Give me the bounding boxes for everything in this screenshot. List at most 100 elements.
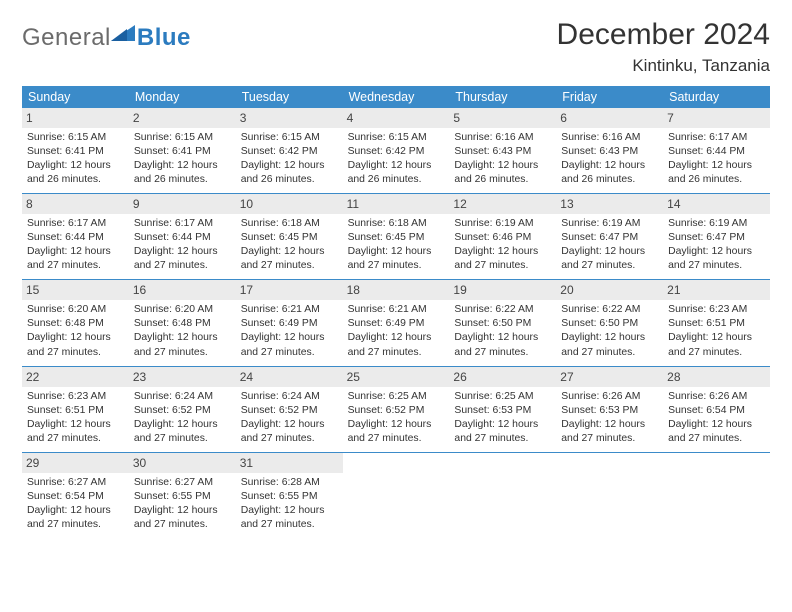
- sunrise-text: Sunrise: 6:23 AM: [668, 303, 765, 317]
- daylight-text: Daylight: 12 hours and 27 minutes.: [348, 245, 445, 273]
- sunset-text: Sunset: 6:49 PM: [348, 317, 445, 331]
- day-cell: 11 Sunrise: 6:18 AMSunset: 6:45 PMDayligh…: [343, 194, 450, 279]
- header: General Blue December 2024 Kintinku, Tan…: [22, 18, 770, 76]
- sunrise-text: Sunrise: 6:15 AM: [134, 131, 231, 145]
- daylight-text: Daylight: 12 hours and 27 minutes.: [241, 418, 338, 446]
- sunrise-text: Sunrise: 6:26 AM: [668, 390, 765, 404]
- sunrise-text: Sunrise: 6:19 AM: [454, 217, 551, 231]
- day-cell: 3Sunrise: 6:15 AMSunset: 6:42 PMDaylight…: [236, 108, 343, 193]
- day-cell: 6Sunrise: 6:16 AMSunset: 6:43 PMDaylight…: [556, 108, 663, 193]
- day-cell: 2Sunrise: 6:15 AMSunset: 6:41 PMDaylight…: [129, 108, 236, 193]
- sunset-text: Sunset: 6:44 PM: [134, 231, 231, 245]
- sunset-text: Sunset: 6:54 PM: [668, 404, 765, 418]
- day-number: 21: [663, 280, 770, 300]
- location: Kintinku, Tanzania: [557, 56, 770, 76]
- sunset-text: Sunset: 6:53 PM: [454, 404, 551, 418]
- day-info: Sunrise: 6:17 AMSunset: 6:44 PMDaylight:…: [668, 131, 765, 187]
- week-row: 15Sunrise: 6:20 AMSunset: 6:48 PMDayligh…: [22, 280, 770, 366]
- sunrise-text: Sunrise: 6:24 AM: [241, 390, 338, 404]
- day-cell: 8Sunrise: 6:17 AMSunset: 6:44 PMDaylight…: [22, 194, 129, 279]
- day-cell: 18Sunrise: 6:21 AMSunset: 6:49 PMDayligh…: [343, 280, 450, 365]
- day-number: 26: [449, 367, 556, 387]
- sunrise-text: Sunrise: 6:21 AM: [348, 303, 445, 317]
- week-row: 1Sunrise: 6:15 AMSunset: 6:41 PMDaylight…: [22, 108, 770, 194]
- day-number: 13: [556, 194, 663, 214]
- day-cell: 29Sunrise: 6:27 AMSunset: 6:54 PMDayligh…: [22, 453, 129, 538]
- day-cell: [449, 453, 556, 538]
- sunset-text: Sunset: 6:55 PM: [241, 490, 338, 504]
- day-cell: 15Sunrise: 6:20 AMSunset: 6:48 PMDayligh…: [22, 280, 129, 365]
- sunset-text: Sunset: 6:54 PM: [27, 490, 124, 504]
- sunset-text: Sunset: 6:48 PM: [27, 317, 124, 331]
- sunset-text: Sunset: 6:44 PM: [668, 145, 765, 159]
- daylight-text: Daylight: 12 hours and 27 minutes.: [241, 504, 338, 532]
- daylight-text: Daylight: 12 hours and 27 minutes.: [27, 245, 124, 273]
- day-info: Sunrise: 6:17 AMSunset: 6:44 PMDaylight:…: [27, 217, 124, 273]
- sunset-text: Sunset: 6:52 PM: [134, 404, 231, 418]
- day-cell: 24 Sunrise: 6:24 AMSunset: 6:52 PMDayligh…: [236, 367, 343, 452]
- day-info: Sunrise: 6:19 AMSunset: 6:46 PMDaylight:…: [454, 217, 551, 273]
- logo-text-1: General: [22, 24, 111, 52]
- sunset-text: Sunset: 6:52 PM: [241, 404, 338, 418]
- daylight-text: Daylight: 12 hours and 27 minutes.: [134, 245, 231, 273]
- day-number: 17: [236, 280, 343, 300]
- day-cell: 26Sunrise: 6:25 AMSunset: 6:53 PMDayligh…: [449, 367, 556, 452]
- day-info: Sunrise: 6:19 AMSunset: 6:47 PMDaylight:…: [561, 217, 658, 273]
- sunrise-text: Sunrise: 6:15 AM: [27, 131, 124, 145]
- day-cell: 17Sunrise: 6:21 AMSunset: 6:49 PMDayligh…: [236, 280, 343, 365]
- daylight-text: Daylight: 12 hours and 27 minutes.: [668, 245, 765, 273]
- day-number: 23: [129, 367, 236, 387]
- day-number: 31: [236, 453, 343, 473]
- day-header-row: SundayMondayTuesdayWednesdayThursdayFrid…: [22, 86, 770, 108]
- day-header-cell: Sunday: [22, 86, 129, 108]
- day-info: Sunrise: 6:27 AMSunset: 6:54 PMDaylight:…: [27, 476, 124, 532]
- day-info: Sunrise: 6:28 AMSunset: 6:55 PMDaylight:…: [241, 476, 338, 532]
- daylight-text: Daylight: 12 hours and 27 minutes.: [561, 245, 658, 273]
- day-info: Sunrise: 6:25 AMSunset: 6:52 PMDaylight:…: [348, 390, 445, 446]
- day-info: Sunrise: 6:26 AMSunset: 6:54 PMDaylight:…: [668, 390, 765, 446]
- day-number: 11: [343, 194, 450, 214]
- day-number: 7: [663, 108, 770, 128]
- daylight-text: Daylight: 12 hours and 27 minutes.: [348, 331, 445, 359]
- day-info: Sunrise: 6:22 AMSunset: 6:50 PMDaylight:…: [454, 303, 551, 359]
- sunrise-text: Sunrise: 6:15 AM: [348, 131, 445, 145]
- day-header-cell: Wednesday: [343, 86, 450, 108]
- daylight-text: Daylight: 12 hours and 27 minutes.: [27, 504, 124, 532]
- day-cell: 28Sunrise: 6:26 AMSunset: 6:54 PMDayligh…: [663, 367, 770, 452]
- daylight-text: Daylight: 12 hours and 26 minutes.: [27, 159, 124, 187]
- daylight-text: Daylight: 12 hours and 27 minutes.: [561, 418, 658, 446]
- day-number: 22: [22, 367, 129, 387]
- day-number: 20: [556, 280, 663, 300]
- day-number: 24: [236, 367, 343, 387]
- day-cell: 27Sunrise: 6:26 AMSunset: 6:53 PMDayligh…: [556, 367, 663, 452]
- day-info: Sunrise: 6:21 AMSunset: 6:49 PMDaylight:…: [348, 303, 445, 359]
- sunset-text: Sunset: 6:42 PM: [241, 145, 338, 159]
- daylight-text: Daylight: 12 hours and 27 minutes.: [241, 245, 338, 273]
- sunrise-text: Sunrise: 6:23 AM: [27, 390, 124, 404]
- day-number: 6: [556, 108, 663, 128]
- daylight-text: Daylight: 12 hours and 27 minutes.: [454, 418, 551, 446]
- daylight-text: Daylight: 12 hours and 27 minutes.: [561, 331, 658, 359]
- calendar: SundayMondayTuesdayWednesdayThursdayFrid…: [22, 86, 770, 538]
- day-info: Sunrise: 6:17 AMSunset: 6:44 PMDaylight:…: [134, 217, 231, 273]
- day-info: Sunrise: 6:15 AMSunset: 6:41 PMDaylight:…: [27, 131, 124, 187]
- day-number: 25: [343, 367, 450, 387]
- day-cell: 19 Sunrise: 6:22 AMSunset: 6:50 PMDayligh…: [449, 280, 556, 365]
- sunset-text: Sunset: 6:41 PM: [27, 145, 124, 159]
- daylight-text: Daylight: 12 hours and 27 minutes.: [134, 504, 231, 532]
- day-number: 5: [449, 108, 556, 128]
- day-info: Sunrise: 6:18 AMSunset: 6:45 PMDaylight:…: [348, 217, 445, 273]
- sunset-text: Sunset: 6:51 PM: [668, 317, 765, 331]
- day-number: 19: [449, 280, 556, 300]
- daylight-text: Daylight: 12 hours and 27 minutes.: [134, 331, 231, 359]
- sunset-text: Sunset: 6:43 PM: [454, 145, 551, 159]
- sunrise-text: Sunrise: 6:16 AM: [561, 131, 658, 145]
- sunset-text: Sunset: 6:46 PM: [454, 231, 551, 245]
- logo: General Blue: [22, 18, 191, 52]
- daylight-text: Daylight: 12 hours and 27 minutes.: [134, 418, 231, 446]
- day-cell: [343, 453, 450, 538]
- day-number: 1: [22, 108, 129, 128]
- day-header-cell: Tuesday: [236, 86, 343, 108]
- day-info: Sunrise: 6:23 AMSunset: 6:51 PMDaylight:…: [27, 390, 124, 446]
- day-cell: [556, 453, 663, 538]
